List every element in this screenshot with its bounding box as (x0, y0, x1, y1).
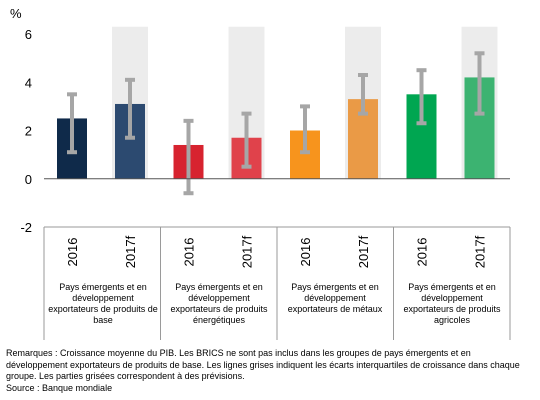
group-label-commodities: Pays émergents et en développement expor… (48, 282, 158, 325)
year-label: 2017f (123, 235, 138, 268)
remarks-text: Remarques : Croissance moyenne du PIB. L… (6, 348, 520, 381)
x-axis-year-labels: 2016 2017f 2016 2017f 2016 2017f 2016 2017f (65, 235, 488, 268)
y-tick-label: 2 (25, 124, 32, 139)
year-label: 2016 (415, 238, 430, 267)
year-label: 2016 (65, 238, 80, 267)
y-tick-label: 6 (25, 27, 32, 42)
group-label-metals: Pays émergents et en développement expor… (287, 282, 383, 314)
year-label: 2016 (298, 238, 313, 267)
source-text: Source : Banque mondiale (6, 382, 113, 393)
year-label: 2017f (240, 235, 255, 268)
interquartile-ranges (67, 51, 485, 196)
y-axis-unit: % (10, 6, 22, 21)
group-label-agriculture: Pays émergents et en développement expor… (403, 282, 501, 325)
year-label: 2017f (356, 235, 371, 268)
y-tick-label: 0 (25, 172, 32, 187)
chart-notes: Remarques : Croissance moyenne du PIB. L… (6, 348, 534, 394)
year-label: 2016 (182, 238, 197, 267)
y-axis-ticks: 6 4 2 0 -2 (20, 27, 32, 235)
y-tick-label: 4 (25, 75, 32, 90)
y-tick-label: -2 (20, 220, 32, 235)
group-label-energy: Pays émergents et en développement expor… (170, 282, 268, 325)
axes (43, 178, 511, 340)
year-label: 2017f (473, 235, 488, 268)
